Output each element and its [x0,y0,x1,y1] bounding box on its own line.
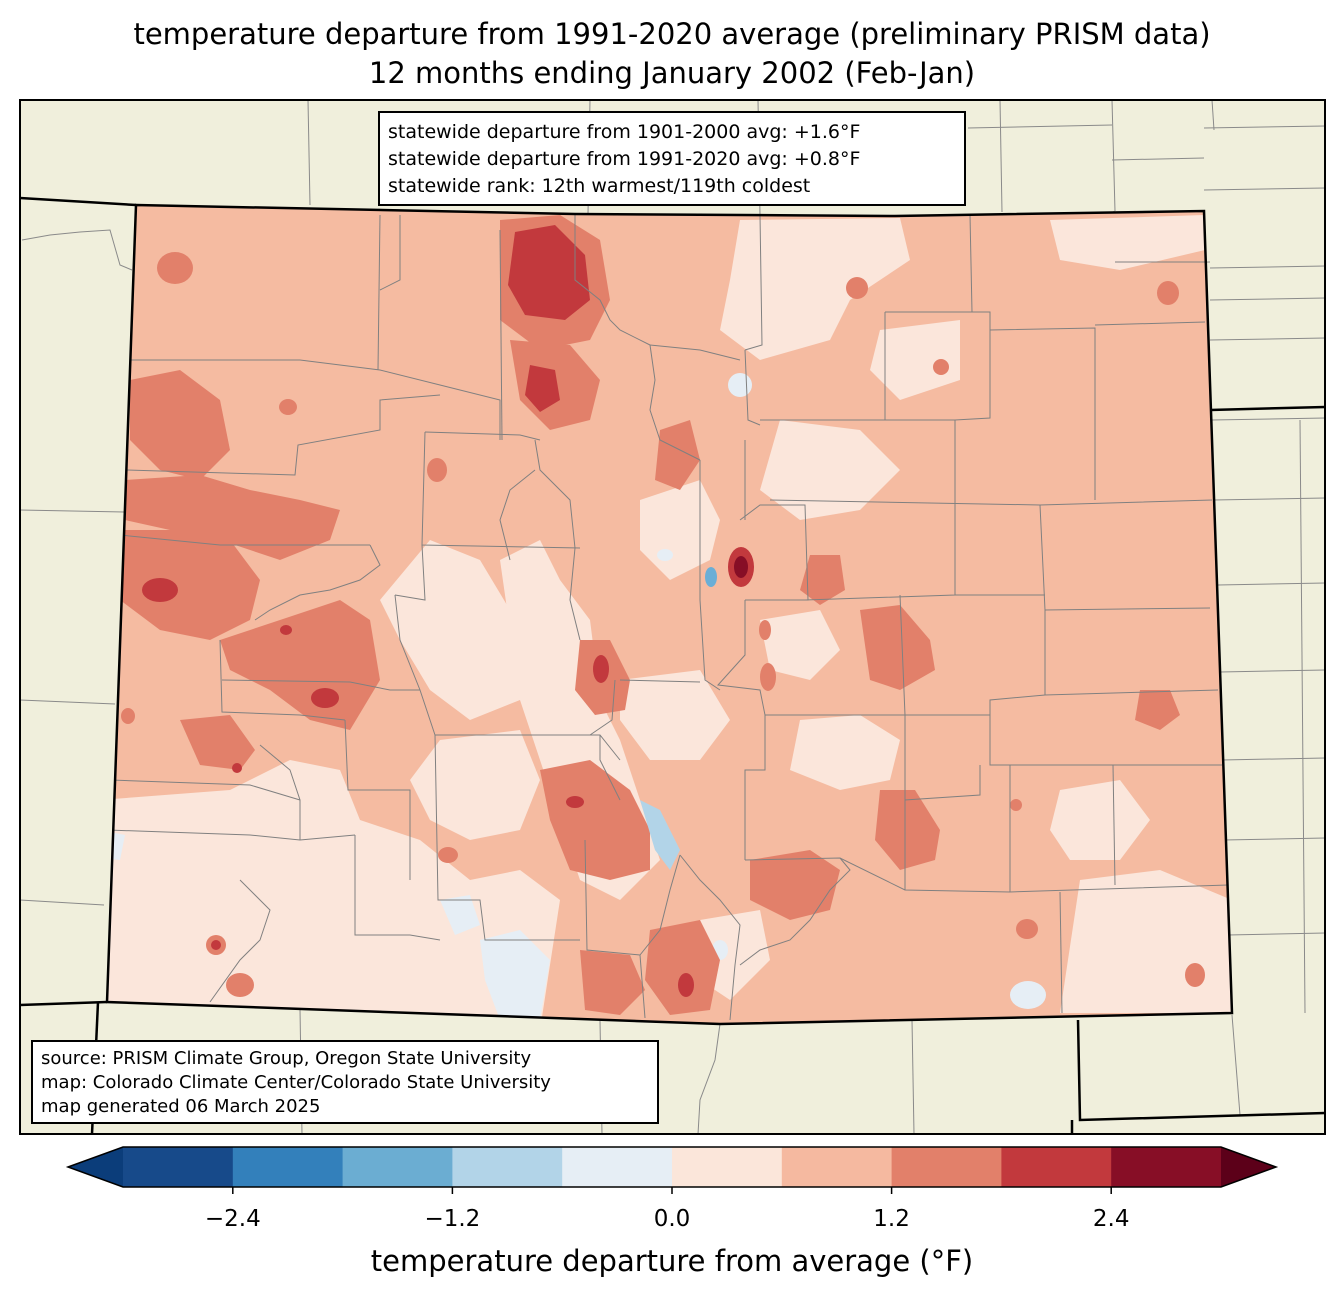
map-title-line2: 12 months ending January 2002 (Feb-Jan) [368,56,976,90]
map-title-line1: temperature departure from 1991-2020 ave… [133,17,1211,51]
colorbar-label: temperature departure from average (°F) [370,1244,974,1278]
colorbar-bin [123,1147,234,1187]
generated-date-line: map generated 06 March 2025 [41,1096,321,1117]
colorbar-over-extension [1221,1147,1276,1187]
temperature-field [107,205,1232,1024]
warm-regions [120,215,1205,1015]
colorbar-bin [232,1147,344,1187]
colorbar-tick-label: 1.2 [873,1206,910,1232]
colorbar-tick-label: 0.0 [653,1206,691,1232]
colorbar-outline [65,1146,1279,1188]
colorbar [65,1146,1279,1194]
colorbar-bin [342,1147,453,1187]
cool-regions [705,567,717,587]
stat-rank: statewide rank: 12th warmest/119th colde… [388,175,811,197]
mild-cool-regions [640,800,680,870]
county-lines [107,214,1229,1021]
statewide-stats-box: statewide departure from 1901-2000 avg: … [378,111,966,206]
colorbar-bin [891,1147,1002,1187]
colorbar-bin [1111,1147,1222,1187]
source-line: source: PRISM Climate Group, Oregon Stat… [41,1048,532,1069]
colorbar-bin [1001,1147,1112,1187]
colorbar-bin [672,1147,783,1187]
colorbar-under-extension [68,1147,123,1187]
map-credit-line: map: Colorado Climate Center/Colorado St… [41,1072,551,1093]
colorbar-tick-label: 2.4 [1092,1206,1130,1232]
colorbar-bin [452,1147,563,1187]
very-hot-regions [734,556,748,578]
colorado-border [105,203,1234,1026]
colorbar-bin [781,1147,893,1187]
colorbar-bin [562,1147,673,1187]
colorbar-tick-label: −1.2 [424,1206,481,1232]
map-frame [19,99,1326,1135]
colorbar-tick-label: −2.4 [204,1206,261,1232]
hot-regions [142,225,754,997]
source-box: source: PRISM Climate Group, Oregon Stat… [31,1040,659,1124]
stat-departure-1991-2020: statewide departure from 1991-2020 avg: … [388,148,861,170]
stat-departure-1901-2000: statewide departure from 1901-2000 avg: … [388,121,861,143]
